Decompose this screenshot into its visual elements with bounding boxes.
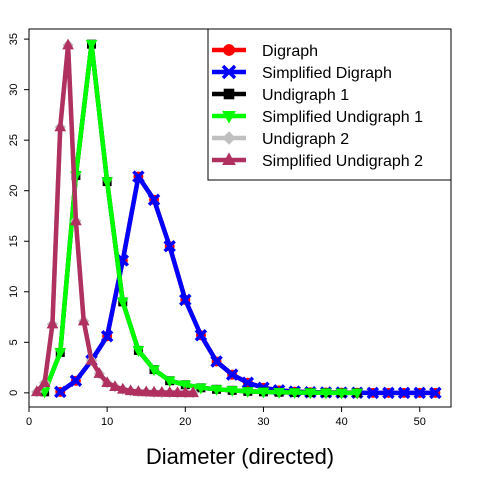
data-point-triangle bbox=[140, 385, 153, 397]
data-point-x bbox=[382, 386, 395, 400]
y-tick-label: 20 bbox=[8, 185, 20, 197]
y-tick-label: 35 bbox=[8, 33, 20, 45]
legend-label: Undigraph 2 bbox=[262, 131, 349, 148]
legend-label: Simplified Undigraph 2 bbox=[262, 153, 423, 170]
data-point-x bbox=[194, 329, 208, 342]
x-axis-title: Diameter (directed) bbox=[146, 444, 334, 469]
series-digraph bbox=[55, 171, 441, 398]
series-simplified-digraph bbox=[54, 170, 442, 400]
data-point-x bbox=[413, 386, 426, 400]
data-point-triangle-down bbox=[335, 388, 348, 400]
x-tick-label: 10 bbox=[101, 416, 113, 428]
data-point-triangle bbox=[156, 385, 168, 397]
legend: Digraph Simplified Digraph Undigraph 1 Simp… bbox=[207, 28, 452, 181]
x-tick-label: 50 bbox=[414, 416, 426, 428]
data-point-triangle bbox=[187, 386, 199, 398]
legend-label: Simplified Digraph bbox=[262, 65, 392, 82]
legend-item: Digraph bbox=[212, 43, 318, 60]
data-point-triangle bbox=[222, 152, 236, 165]
data-point-triangle-down bbox=[101, 177, 113, 189]
data-point-x bbox=[54, 385, 67, 399]
data-point-triangle-down bbox=[54, 348, 67, 359]
data-point-triangle bbox=[85, 353, 98, 365]
y-tick-label: 0 bbox=[8, 390, 20, 396]
data-point-x bbox=[179, 293, 192, 307]
axes: 0 10 20 30 40 50 0 5 10 15 20 25 30 35 bbox=[8, 33, 426, 428]
data-point-triangle bbox=[109, 380, 121, 392]
data-point-triangle-down bbox=[85, 39, 98, 51]
data-point-triangle-down bbox=[351, 388, 364, 400]
data-point-triangle bbox=[171, 386, 184, 397]
data-point-x bbox=[163, 240, 176, 253]
y-tick-label: 15 bbox=[8, 235, 20, 247]
data-point-x bbox=[69, 374, 83, 387]
x-tick-label: 20 bbox=[179, 416, 191, 428]
data-point-triangle-down bbox=[132, 346, 145, 357]
data-point-triangle bbox=[116, 382, 129, 394]
data-point-x bbox=[397, 386, 411, 400]
data-point-triangle-down bbox=[304, 388, 317, 400]
data-point-triangle bbox=[163, 386, 176, 397]
data-point-triangle-down bbox=[273, 387, 285, 399]
data-point-triangle-down bbox=[179, 380, 192, 392]
series-simplified-undigraph-2 bbox=[30, 38, 199, 398]
data-point-triangle bbox=[54, 120, 67, 132]
y-tick-label: 25 bbox=[8, 134, 20, 146]
x-tick-label: 30 bbox=[257, 416, 269, 428]
data-point-triangle bbox=[46, 317, 59, 329]
data-point-x bbox=[210, 355, 223, 368]
data-point-triangle bbox=[101, 376, 113, 387]
legend-item: Simplified Undigraph 1 bbox=[212, 109, 423, 126]
data-point-triangle bbox=[148, 385, 160, 397]
data-point-triangle-down bbox=[320, 388, 332, 400]
data-point-triangle bbox=[124, 384, 137, 396]
data-point-triangle-down bbox=[226, 386, 239, 397]
data-point-square bbox=[223, 88, 235, 100]
series-layer bbox=[30, 38, 442, 400]
data-point-triangle bbox=[179, 386, 192, 398]
data-point-x bbox=[221, 64, 237, 80]
data-point-triangle-down bbox=[222, 111, 236, 124]
data-point-triangle-down bbox=[210, 385, 223, 396]
data-point-triangle bbox=[93, 367, 106, 378]
series-simplified-undigraph-1 bbox=[38, 39, 364, 400]
data-point-x bbox=[366, 386, 380, 400]
data-point-x bbox=[429, 386, 442, 400]
legend-item: Undigraph 2 bbox=[212, 131, 349, 148]
y-tick-label: 10 bbox=[8, 286, 20, 298]
data-point-x bbox=[132, 170, 145, 183]
series-line bbox=[58, 174, 436, 396]
data-point-triangle-down bbox=[257, 387, 270, 399]
legend-item: Undigraph 1 bbox=[212, 87, 349, 104]
y-tick-label: 5 bbox=[8, 339, 20, 345]
data-point-triangle-down bbox=[195, 383, 207, 395]
data-point-circle bbox=[223, 44, 235, 56]
data-point-x bbox=[147, 193, 161, 207]
data-point-triangle-down bbox=[288, 388, 301, 399]
data-point-triangle-down bbox=[116, 297, 129, 309]
y-tick-label: 30 bbox=[8, 84, 20, 96]
data-point-triangle-down bbox=[163, 376, 176, 388]
data-point-triangle bbox=[38, 376, 51, 387]
x-tick-label: 40 bbox=[335, 416, 347, 428]
data-point-x bbox=[100, 330, 114, 343]
data-point-x bbox=[241, 376, 255, 389]
x-tick-label: 0 bbox=[26, 416, 32, 428]
data-point-triangle-down bbox=[148, 365, 160, 377]
data-point-triangle bbox=[30, 385, 43, 397]
data-point-triangle bbox=[132, 385, 145, 396]
data-point-triangle bbox=[62, 38, 74, 50]
legend-label: Undigraph 1 bbox=[262, 87, 349, 104]
legend-item: Simplified Undigraph 2 bbox=[212, 152, 423, 170]
data-point-triangle bbox=[70, 214, 82, 226]
data-point-triangle-down bbox=[241, 387, 254, 398]
legend-item: Simplified Digraph bbox=[212, 64, 392, 82]
data-point-diamond bbox=[222, 131, 236, 145]
legend-label: Simplified Undigraph 1 bbox=[262, 109, 423, 126]
data-point-x bbox=[225, 368, 239, 381]
legend-box bbox=[207, 28, 452, 181]
legend-label: Digraph bbox=[262, 43, 318, 60]
data-point-triangle bbox=[77, 314, 90, 326]
